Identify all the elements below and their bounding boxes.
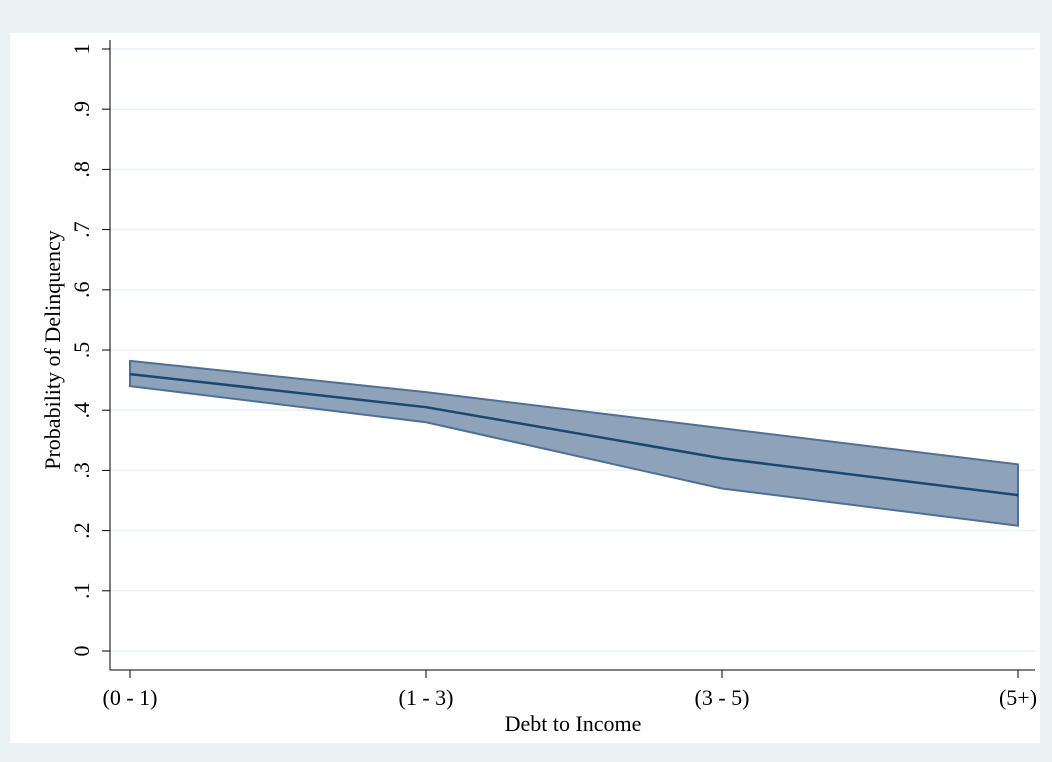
y-tick-label: .1: [69, 583, 94, 600]
x-tick-label: (1 - 3): [399, 685, 454, 710]
y-tick-label: .5: [69, 342, 94, 359]
y-tick-label: 1: [69, 44, 94, 55]
x-tick-label: (3 - 5): [695, 685, 750, 710]
x-tick-label: (5+): [999, 685, 1037, 710]
x-axis-label: Debt to Income: [505, 711, 642, 736]
y-tick-label: .3: [69, 462, 94, 479]
y-tick-label: .7: [69, 221, 94, 238]
confidence-band: [129, 359, 1019, 527]
y-tick-label: .9: [69, 101, 94, 118]
y-tick-label: .8: [69, 161, 94, 178]
y-tick-label: 0: [69, 646, 94, 657]
x-tick-label: (0 - 1): [103, 685, 158, 710]
y-tick-label: .6: [69, 282, 94, 299]
y-tick-label: .2: [69, 522, 94, 539]
y-axis-label: Probability of Delinquency: [40, 230, 65, 470]
y-tick-label: .4: [69, 402, 94, 419]
line: [129, 372, 1019, 497]
